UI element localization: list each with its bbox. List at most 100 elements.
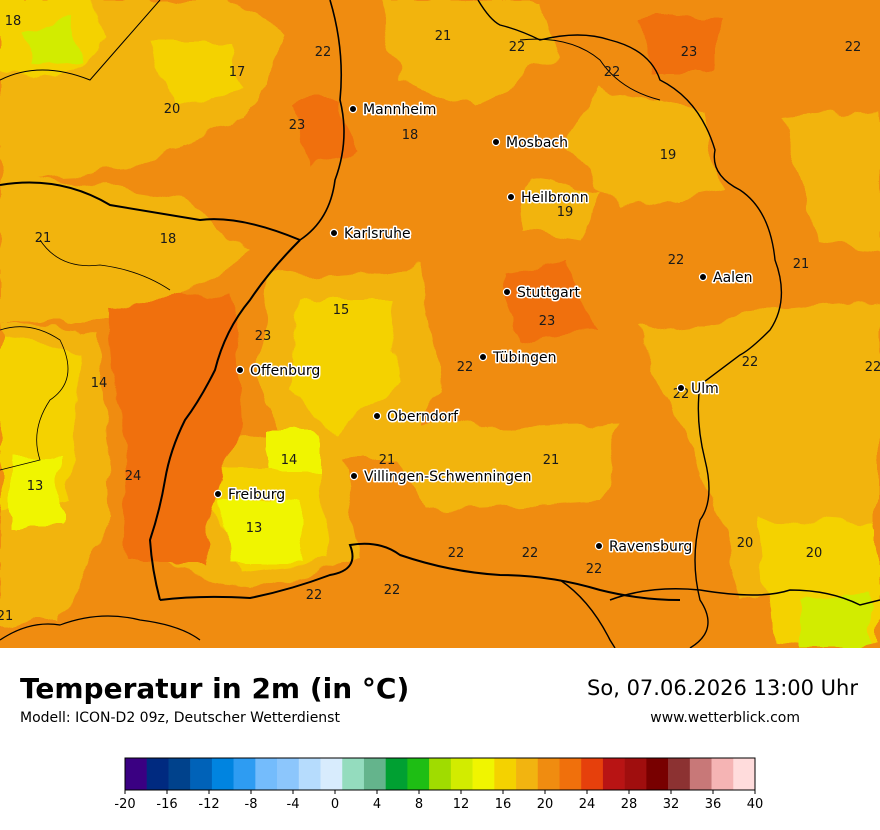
temperature-map[interactable]: 18 22 21 22 23 22 17 22 20 23 18 19 19 21 18 22 21 15 23 23… bbox=[0, 0, 880, 648]
temperature-value: 21 bbox=[543, 453, 560, 468]
temperature-value: 18 bbox=[402, 128, 419, 143]
temperature-value: 20 bbox=[164, 102, 181, 117]
legend-swatch bbox=[733, 758, 756, 790]
legend-swatch bbox=[233, 758, 256, 790]
city-heilbronn[interactable]: Heilbronn bbox=[506, 189, 590, 208]
city-dot bbox=[329, 228, 339, 238]
legend-label: -16 bbox=[156, 797, 177, 812]
legend-swatch bbox=[298, 758, 321, 790]
legend-label: -8 bbox=[245, 797, 258, 812]
city-stuttgart[interactable]: Stuttgart bbox=[502, 284, 582, 303]
value-labels: 18 22 21 22 23 22 17 22 20 23 18 19 19 21 18 22 21 15 23 23… bbox=[0, 14, 880, 624]
temperature-value: 24 bbox=[125, 469, 142, 484]
city-label: Villingen-Schwenningen bbox=[364, 469, 532, 485]
temperature-value: 20 bbox=[737, 536, 754, 551]
temperature-value: 17 bbox=[229, 65, 246, 80]
borders bbox=[0, 0, 880, 648]
legend-swatch bbox=[472, 758, 495, 790]
website-link[interactable]: www.wetterblick.com bbox=[650, 710, 800, 726]
city-label: Stuttgart bbox=[517, 285, 580, 301]
city-dot bbox=[698, 272, 708, 282]
legend-label: 28 bbox=[621, 797, 638, 812]
legend-label: 0 bbox=[331, 797, 339, 812]
temperature-zones bbox=[0, 0, 880, 648]
color-legend: -20 -16 -12 -8 -4 0 4 8 12 16 20 24 28 32 36 40 bbox=[114, 757, 763, 812]
temperature-value: 19 bbox=[557, 205, 574, 220]
city-dot bbox=[478, 352, 488, 362]
city-dot bbox=[491, 137, 501, 147]
legend-swatch bbox=[168, 758, 191, 790]
city-villingen-schwenningen[interactable]: Villingen-Schwenningen bbox=[349, 468, 533, 487]
legend-swatch bbox=[624, 758, 647, 790]
legend-swatch bbox=[450, 758, 473, 790]
temperature-value: 21 bbox=[793, 257, 810, 272]
city-dot bbox=[213, 489, 223, 499]
city-dot bbox=[235, 365, 245, 375]
temperature-value: 22 bbox=[448, 546, 465, 561]
temperature-value: 21 bbox=[435, 29, 452, 44]
legend-swatch bbox=[255, 758, 278, 790]
legend-swatch bbox=[211, 758, 234, 790]
city-ravensburg[interactable]: Ravensburg bbox=[594, 538, 694, 557]
city-dot bbox=[676, 383, 686, 393]
legend-swatch bbox=[494, 758, 517, 790]
city-offenburg[interactable]: Offenburg bbox=[235, 362, 322, 381]
city-label: Freiburg bbox=[228, 487, 285, 503]
temperature-value: 23 bbox=[539, 314, 556, 329]
map-title: Temperatur in 2m (in °C) bbox=[20, 672, 410, 705]
legend-swatch bbox=[385, 758, 408, 790]
city-freiburg[interactable]: Freiburg bbox=[213, 486, 287, 505]
temperature-value: 21 bbox=[0, 609, 13, 624]
legend-swatch bbox=[581, 758, 604, 790]
city-label: Mannheim bbox=[363, 102, 436, 118]
legend-labels: -20 -16 -12 -8 -4 0 4 8 12 16 20 24 28 32 36 40 bbox=[114, 790, 763, 812]
legend-swatch bbox=[363, 758, 386, 790]
city-dot bbox=[349, 471, 359, 481]
city-ulm[interactable]: Ulm bbox=[676, 380, 720, 399]
temperature-value: 22 bbox=[604, 65, 621, 80]
legend-swatch bbox=[277, 758, 300, 790]
city-karlsruhe[interactable]: Karlsruhe bbox=[329, 225, 412, 244]
temperature-value: 23 bbox=[289, 118, 306, 133]
temperature-value: 15 bbox=[333, 303, 350, 318]
temperature-value: 18 bbox=[5, 14, 22, 29]
temperature-value: 21 bbox=[379, 453, 396, 468]
legend-label: -12 bbox=[198, 797, 219, 812]
forecast-datetime: So, 07.06.2026 13:00 Uhr bbox=[587, 676, 858, 700]
city-mosbach[interactable]: Mosbach bbox=[491, 134, 569, 153]
legend-swatch bbox=[320, 758, 343, 790]
temperature-value: 22 bbox=[315, 45, 332, 60]
legend-swatch bbox=[342, 758, 365, 790]
legend-swatch bbox=[711, 758, 734, 790]
city-aalen[interactable]: Aalen bbox=[698, 269, 754, 288]
city-label: Ravensburg bbox=[609, 539, 692, 555]
temperature-value: 22 bbox=[668, 253, 685, 268]
city-label: Aalen bbox=[713, 270, 753, 286]
model-source: Modell: ICON-D2 09z, Deutscher Wetterdie… bbox=[20, 710, 340, 726]
city-mannheim[interactable]: Mannheim bbox=[348, 101, 438, 120]
legend-label: 32 bbox=[663, 797, 680, 812]
city-label: Karlsruhe bbox=[344, 226, 411, 242]
legend-label: 20 bbox=[537, 797, 554, 812]
legend-swatch bbox=[190, 758, 213, 790]
legend-frame bbox=[124, 757, 756, 791]
legend-bar bbox=[124, 757, 756, 791]
legend-swatch bbox=[646, 758, 669, 790]
temperature-value: 22 bbox=[509, 40, 526, 55]
temperature-value: 22 bbox=[522, 546, 539, 561]
legend-label: 12 bbox=[453, 797, 470, 812]
legend-label: 4 bbox=[373, 797, 381, 812]
temperature-value: 22 bbox=[586, 562, 603, 577]
temperature-value: 20 bbox=[806, 546, 823, 561]
city-oberndorf[interactable]: Oberndorf bbox=[372, 408, 461, 427]
city-label: Mosbach bbox=[506, 135, 568, 151]
city-dot bbox=[348, 104, 358, 114]
city-markers[interactable]: Mannheim Mosbach Heilbronn Karlsruhe Stuttga… bbox=[213, 101, 754, 557]
temperature-value: 22 bbox=[306, 588, 323, 603]
temperature-value: 18 bbox=[160, 232, 177, 247]
city-t-bingen[interactable]: Tübingen bbox=[478, 349, 558, 368]
city-label: Tübingen bbox=[492, 350, 557, 366]
temperature-value: 22 bbox=[742, 355, 759, 370]
legend-swatch bbox=[125, 758, 148, 790]
temperature-value: 22 bbox=[384, 583, 401, 598]
